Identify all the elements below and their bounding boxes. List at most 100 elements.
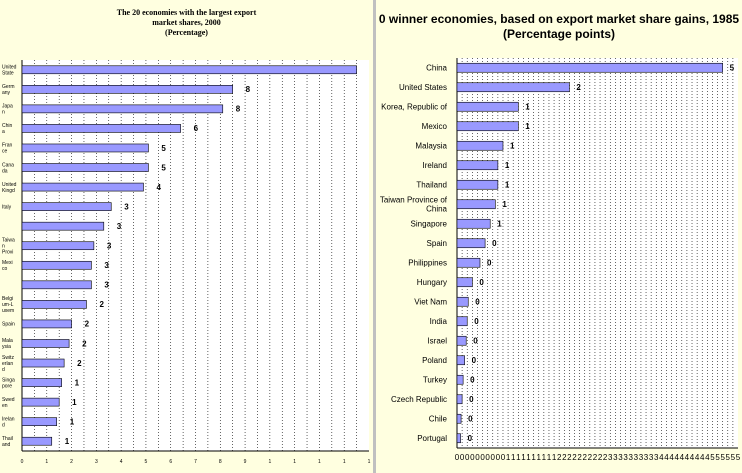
category-label: pore [2,383,12,389]
category-label: ysia [2,344,11,350]
x-tick-label: 8 [219,459,222,465]
right-chart-panel: 0 winner economies, based on export mark… [376,0,742,473]
bar [21,397,60,407]
data-label: 3 [104,281,109,290]
x-tick-label: 5 [736,453,741,462]
data-label: 0 [475,298,480,307]
category-label: Singapore [411,220,448,229]
x-tick-label: 1 [293,459,296,465]
category-label: Cana [2,162,14,168]
category-label: a [2,129,5,135]
category-label: and [2,442,11,448]
plot-area [457,58,738,448]
category-label: erlan [2,361,13,367]
category-label: any [2,90,11,96]
x-tick-label: 1 [531,453,536,462]
bar [21,339,70,348]
x-tick-label: 0 [496,453,501,462]
data-label: 0 [469,395,474,404]
x-tick-label: 1 [537,453,542,462]
x-tick-label: 4 [705,453,710,462]
x-tick-label: 1 [516,453,521,462]
category-label: Thailand [416,181,447,190]
data-label: 1 [525,122,530,131]
data-label: 0 [468,415,473,424]
category-label: Swed [2,397,15,403]
x-tick-label: 1 [521,453,526,462]
bar [456,394,463,405]
category-label: Israel [427,337,447,346]
x-tick-label: 4 [695,453,700,462]
x-tick-label: 2 [562,453,567,462]
bar [456,140,504,151]
category-label: Korea, Republic of [381,103,448,112]
category-label: United States [399,83,447,92]
bar [21,124,181,133]
bar [21,182,144,192]
bar [21,260,92,270]
category-label: Hungary [417,278,447,287]
category-label: co [2,266,8,272]
x-tick-label: 2 [567,453,572,462]
category-label: ce [2,149,8,155]
category-label: Japa [2,104,13,110]
category-label: Ireland [423,161,447,170]
category-label: n [2,243,5,249]
category-label: Provi [2,249,13,255]
x-tick-label: 2 [598,453,603,462]
bar [456,101,519,112]
x-tick-label: 2 [588,453,593,462]
bar [456,238,486,249]
category-label: Mala [2,338,13,344]
data-label: 2 [85,320,90,329]
x-tick-label: 0 [455,453,460,462]
data-label: 0 [470,376,475,385]
x-tick-label: 3 [644,453,649,462]
data-label: 1 [525,103,530,112]
x-tick-label: 3 [613,453,618,462]
bar [456,160,499,171]
category-label: um-L [2,302,14,308]
x-tick-label: 0 [485,453,490,462]
x-tick-label: 1 [552,453,557,462]
x-tick-label: 3 [628,453,633,462]
data-label: 1 [72,398,77,407]
bar [21,163,149,172]
x-tick-label: 6 [169,459,172,465]
data-label: 0 [472,356,477,365]
category-label: Germ [2,84,15,90]
data-label: 2 [99,300,104,309]
data-label: 3 [124,202,129,211]
x-tick-label: 3 [649,453,654,462]
category-label: Singa [2,377,15,383]
x-tick-label: 0 [480,453,485,462]
category-label: Portugal [417,434,447,443]
data-label: 8 [236,105,241,114]
bar [21,104,224,114]
x-tick-label: 3 [654,453,659,462]
x-tick-label: 1 [45,459,48,465]
data-label: 1 [65,437,70,446]
x-tick-label: 5 [720,453,725,462]
bar [21,280,92,290]
x-tick-label: 5 [145,459,148,465]
bar [456,413,462,424]
data-label: 0 [468,434,473,443]
data-label: 3 [104,261,109,270]
category-label: Taiwa [2,237,15,243]
category-label: da [2,168,8,174]
x-tick-label: 1 [343,459,346,465]
bar [456,355,465,366]
x-tick-label: 5 [710,453,715,462]
x-tick-label: 3 [95,459,98,465]
bar [456,316,468,327]
x-tick-label: 1 [547,453,552,462]
x-tick-label: 0 [460,453,465,462]
category-label: Philippines [408,259,447,268]
x-tick-label: 1 [526,453,531,462]
x-tick-label: 4 [664,453,669,462]
bar [456,121,519,132]
bar [21,202,112,211]
x-tick-label: 0 [501,453,506,462]
